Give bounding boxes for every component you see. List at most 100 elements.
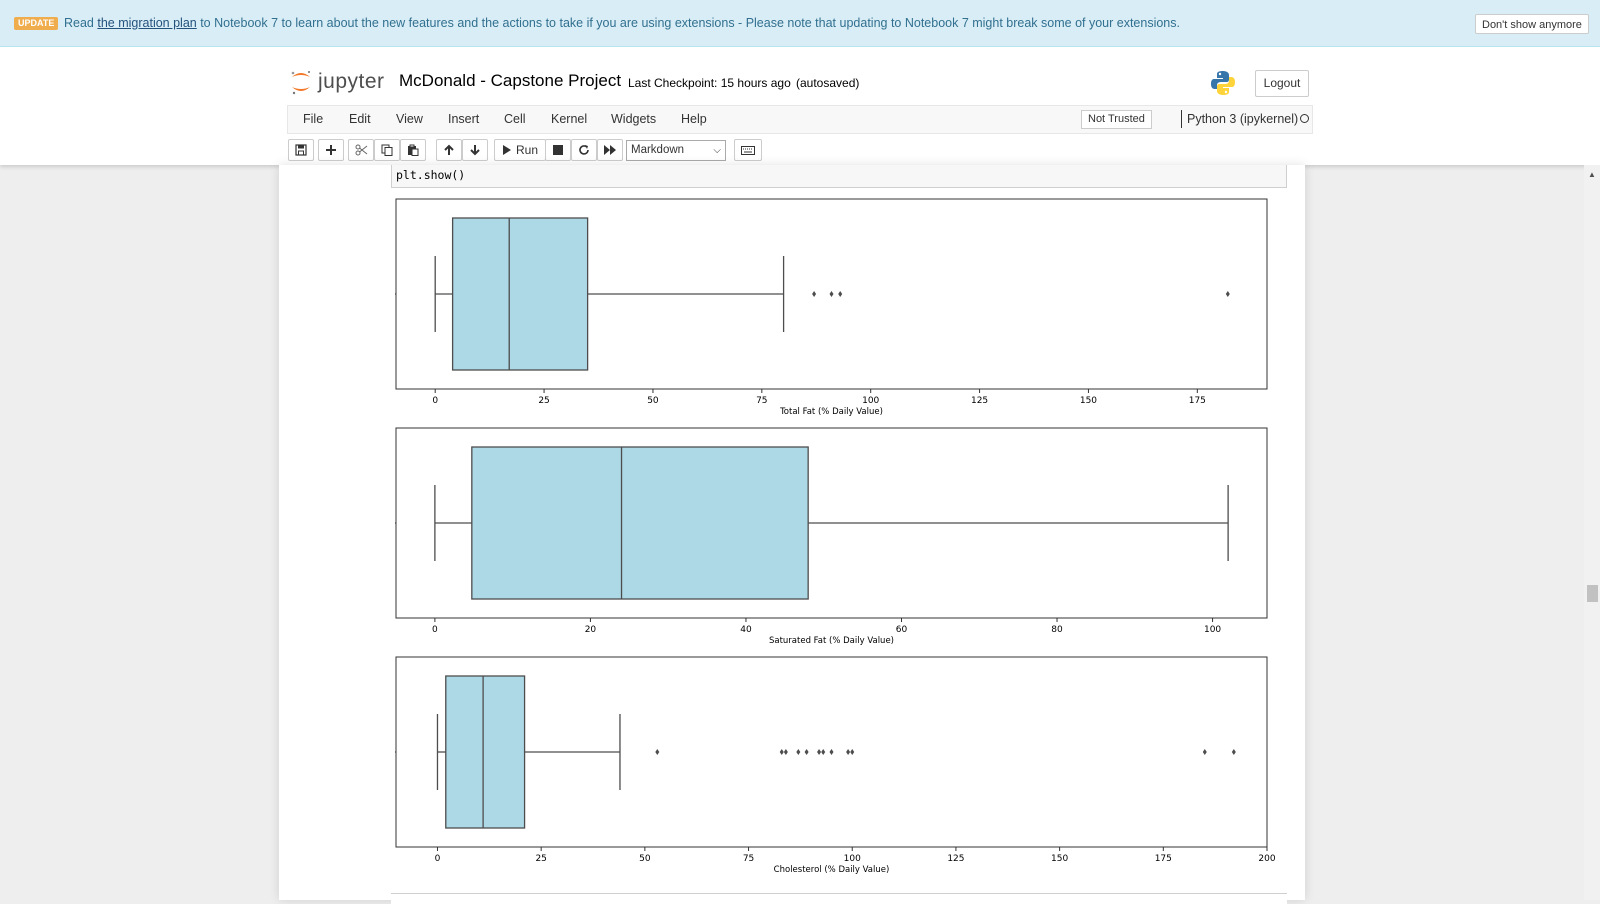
x-tick-label: 60 [896,625,908,635]
scroll-up-icon[interactable]: ▲ [1588,170,1596,179]
jupyter-logo-text[interactable]: jupyter [318,70,385,93]
x-tick-label: 75 [756,396,767,406]
x-tick-label: 125 [971,396,988,406]
code-cell[interactable]: plt.show() [391,165,1287,188]
play-icon [502,145,511,155]
x-tick-label: 20 [585,625,597,635]
fast-forward-icon [603,145,616,155]
kernel-name[interactable]: Python 3 (ipykernel) [1187,112,1299,126]
restart-icon [579,145,589,155]
menu-help[interactable]: Help [681,112,707,126]
scrollbar-thumb[interactable] [1587,585,1598,602]
outlier-point [817,749,822,755]
menu-edit[interactable]: Edit [349,112,371,126]
x-tick-label: 40 [740,625,752,635]
x-tick-label: 150 [1051,854,1068,864]
x-tick-label: 100 [862,396,879,406]
outlier-point [1225,291,1230,297]
menu-view[interactable]: View [396,112,423,126]
outlier-point [779,749,784,755]
x-tick-label: 100 [1204,625,1221,635]
total-fat-boxplot: 0 25 50 75 100 125 150 175 Total Fat (% Daily Va… [395,198,1268,417]
x-tick-label: 200 [1258,854,1275,864]
kernel-divider [1181,110,1182,128]
jupyter-logo-icon[interactable] [290,69,312,95]
cell-type-select[interactable]: Markdown ⌵ [626,140,726,161]
arrow-up-icon [444,144,454,155]
x-axis-label: Total Fat (% Daily Value) [779,407,883,417]
outlier-point [1202,749,1207,755]
migration-plan-link[interactable]: the migration plan [97,16,197,30]
x-axis-label: Cholesterol (% Daily Value) [774,865,890,875]
update-message: Read the migration plan to Notebook 7 to… [64,16,1180,30]
notebook-title[interactable]: McDonald - Capstone Project [399,71,622,90]
menu-kernel[interactable]: Kernel [551,112,588,126]
run-button[interactable]: Run [494,139,546,161]
x-tick-label: 150 [1080,396,1097,406]
outlier-point [812,291,817,297]
update-text-before: Read [64,16,98,30]
code-cell-source[interactable]: plt.show() [396,168,466,182]
outlier-point [655,749,660,755]
menu-cell[interactable]: Cell [504,112,526,126]
x-tick-label: 80 [1051,625,1063,635]
update-banner: UPDATE Read the migration plan to Notebo… [0,0,1600,47]
outlier-point [838,291,843,297]
outlier-point [829,291,834,297]
last-checkpoint: Last Checkpoint: 15 hours ago [628,76,791,90]
cut-button[interactable] [348,139,374,161]
x-tick-label: 175 [1155,854,1172,864]
menu-bar: File Edit View Insert Cell Kernel Widget… [287,105,1313,134]
cholesterol-boxplot: 0 25 50 75 100 125 150 175 200 Cholesterol (% Dai… [395,656,1275,875]
insert-cell-button[interactable] [318,139,344,161]
stop-icon [553,145,563,155]
move-down-button[interactable] [462,139,488,161]
menu-widgets[interactable]: Widgets [611,112,657,126]
x-tick-label: 0 [435,854,441,864]
x-tick-label: 50 [647,396,659,406]
x-tick-label: 0 [432,625,438,635]
x-tick-label: 50 [639,854,651,864]
arrow-down-icon [470,145,480,156]
chevron-down-icon: ⌵ [713,145,721,156]
autosave-status: (autosaved) [796,76,860,90]
x-tick-label: 175 [1189,396,1206,406]
outlier-point [846,749,851,755]
paste-icon [408,144,419,156]
scissors-icon [355,144,367,156]
x-tick-label: 0 [432,396,438,406]
restart-run-all-button[interactable] [597,139,623,161]
kernel-idle-icon [1300,114,1309,123]
outlier-point [1231,749,1236,755]
x-tick-label: 25 [538,396,549,406]
logout-button[interactable]: Logout [1255,70,1309,97]
outlier-point [796,749,801,755]
save-button[interactable] [288,139,314,161]
menu-insert[interactable]: Insert [448,112,480,126]
dont-show-anymore-button[interactable]: Don't show anymore [1475,14,1589,34]
interrupt-button[interactable] [545,139,571,161]
plus-icon [326,145,336,155]
copy-icon [381,144,393,156]
python-logo-icon [1211,71,1235,95]
outlier-point [821,749,826,755]
keyboard-icon [741,145,755,155]
page-scrollbar[interactable] [1584,165,1600,900]
saturated-fat-boxplot: 0 20 40 60 80 100 Saturated Fat (% Daily Value… [395,427,1268,646]
menu-file[interactable]: File [303,112,324,126]
update-badge: UPDATE [14,17,59,30]
outlier-point [829,749,834,755]
restart-button[interactable] [571,139,597,161]
paste-button[interactable] [400,139,426,161]
not-trusted-button[interactable]: Not Trusted [1081,110,1152,129]
command-palette-button[interactable] [734,139,762,161]
move-up-button[interactable] [436,139,462,161]
x-axis-label: Saturated Fat (% Daily Value) [769,636,894,646]
outlier-point [804,749,809,755]
copy-button[interactable] [374,139,400,161]
iqr-box [451,217,589,371]
outlier-point [850,749,855,755]
run-label: Run [515,143,538,157]
save-icon [295,144,307,156]
next-cell[interactable] [391,893,1287,904]
